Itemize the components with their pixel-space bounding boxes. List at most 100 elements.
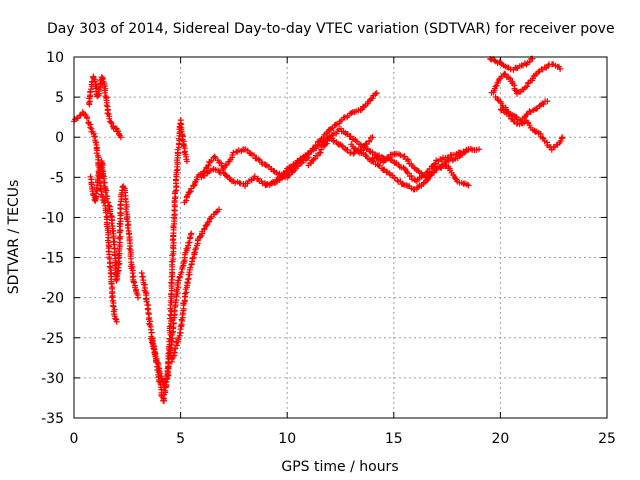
data-point	[110, 241, 117, 248]
data-point	[403, 168, 410, 175]
chart-title: Day 303 of 2014, Sidereal Day-to-day VTE…	[47, 21, 615, 37]
data-point	[108, 119, 115, 126]
data-point	[116, 235, 123, 242]
data-point	[557, 66, 564, 73]
data-point	[465, 182, 472, 189]
data-point	[230, 149, 237, 156]
x-tick-label: 20	[491, 431, 509, 447]
plot-border	[73, 56, 608, 419]
y-tick-label: 5	[55, 90, 64, 106]
satellite-track-16	[497, 106, 566, 153]
data-point	[506, 75, 513, 82]
data-point	[84, 115, 91, 122]
data-point	[98, 158, 105, 164]
data-point	[117, 134, 124, 141]
data-point	[162, 387, 168, 394]
data-point	[92, 78, 98, 85]
data-point	[102, 209, 109, 216]
x-tick-label: 25	[598, 431, 616, 447]
data-point	[112, 315, 119, 322]
data-point	[491, 57, 498, 64]
data-point	[223, 172, 229, 179]
data-point	[317, 149, 324, 156]
satellite-track-3	[87, 158, 141, 301]
data-point	[369, 134, 376, 141]
satellite-track-2	[86, 73, 124, 141]
data-point	[526, 108, 533, 115]
data-point	[404, 170, 411, 177]
data-point	[348, 110, 355, 116]
data-point	[323, 140, 330, 147]
x-tick-label: 5	[176, 431, 185, 447]
data-point	[104, 195, 110, 202]
data-point	[184, 279, 191, 286]
data-point	[114, 268, 121, 275]
data-point	[117, 233, 124, 240]
data-point	[432, 160, 439, 167]
data-point	[182, 290, 188, 297]
x-tick-label: 15	[385, 431, 403, 447]
y-tick-label: 10	[46, 50, 64, 66]
satellite-track-6	[168, 206, 222, 365]
y-tick-label: -5	[50, 170, 64, 186]
y-tick-label: -10	[41, 210, 64, 226]
data-point	[183, 197, 190, 204]
data-point	[167, 311, 174, 318]
y-axis-label: SDTVAR / TECUs	[6, 180, 22, 295]
data-point	[163, 376, 170, 383]
data-point	[492, 83, 499, 90]
data-point	[106, 115, 113, 122]
data-point	[526, 122, 533, 129]
data-point	[535, 69, 542, 75]
data-point	[523, 111, 530, 118]
y-tick-label: 0	[55, 130, 64, 146]
data-point	[143, 298, 150, 305]
data-point	[108, 220, 115, 227]
data-point	[170, 256, 177, 263]
data-point	[104, 110, 111, 117]
data-point	[166, 335, 173, 342]
data-point	[493, 82, 500, 89]
y-tick-label: -25	[41, 331, 64, 347]
data-point	[171, 349, 178, 356]
data-point	[350, 150, 357, 157]
data-point	[88, 86, 94, 93]
y-tick-label: -35	[41, 411, 64, 427]
data-point	[90, 191, 96, 198]
data-point	[250, 152, 257, 159]
data-point	[347, 133, 354, 140]
data-point	[399, 180, 406, 187]
x-tick-label: 0	[70, 431, 79, 447]
data-point	[131, 279, 137, 286]
data-point	[189, 255, 196, 262]
data-point	[178, 269, 185, 276]
satellite-track-9	[262, 90, 380, 189]
y-tick-label: -15	[41, 251, 64, 267]
x-tick-label: 10	[278, 431, 296, 447]
data-point	[465, 146, 472, 153]
data-point	[373, 90, 380, 97]
data-point	[380, 167, 387, 174]
data-point	[279, 174, 286, 181]
tick-labels: 0 5 10 15 20 25 -35 -30 -25 -20 -15 -10 -5 0 5 10	[41, 50, 616, 447]
y-tick-label: -20	[41, 291, 64, 307]
data-point	[208, 157, 215, 164]
data-point	[103, 102, 110, 109]
data-point	[187, 264, 194, 271]
satellite-track-8	[198, 133, 376, 190]
data-point	[310, 145, 317, 152]
data-point	[102, 189, 109, 196]
data-point	[124, 224, 131, 231]
data-point	[155, 367, 162, 374]
data-point	[94, 182, 100, 189]
data-point	[177, 120, 184, 127]
data-point	[205, 162, 212, 169]
data-point	[255, 156, 262, 163]
data-point	[316, 150, 323, 157]
data-point	[462, 149, 469, 155]
data-point	[93, 150, 100, 157]
satellite-track-12	[369, 146, 472, 181]
data-point	[408, 173, 415, 179]
data-point	[215, 206, 222, 213]
